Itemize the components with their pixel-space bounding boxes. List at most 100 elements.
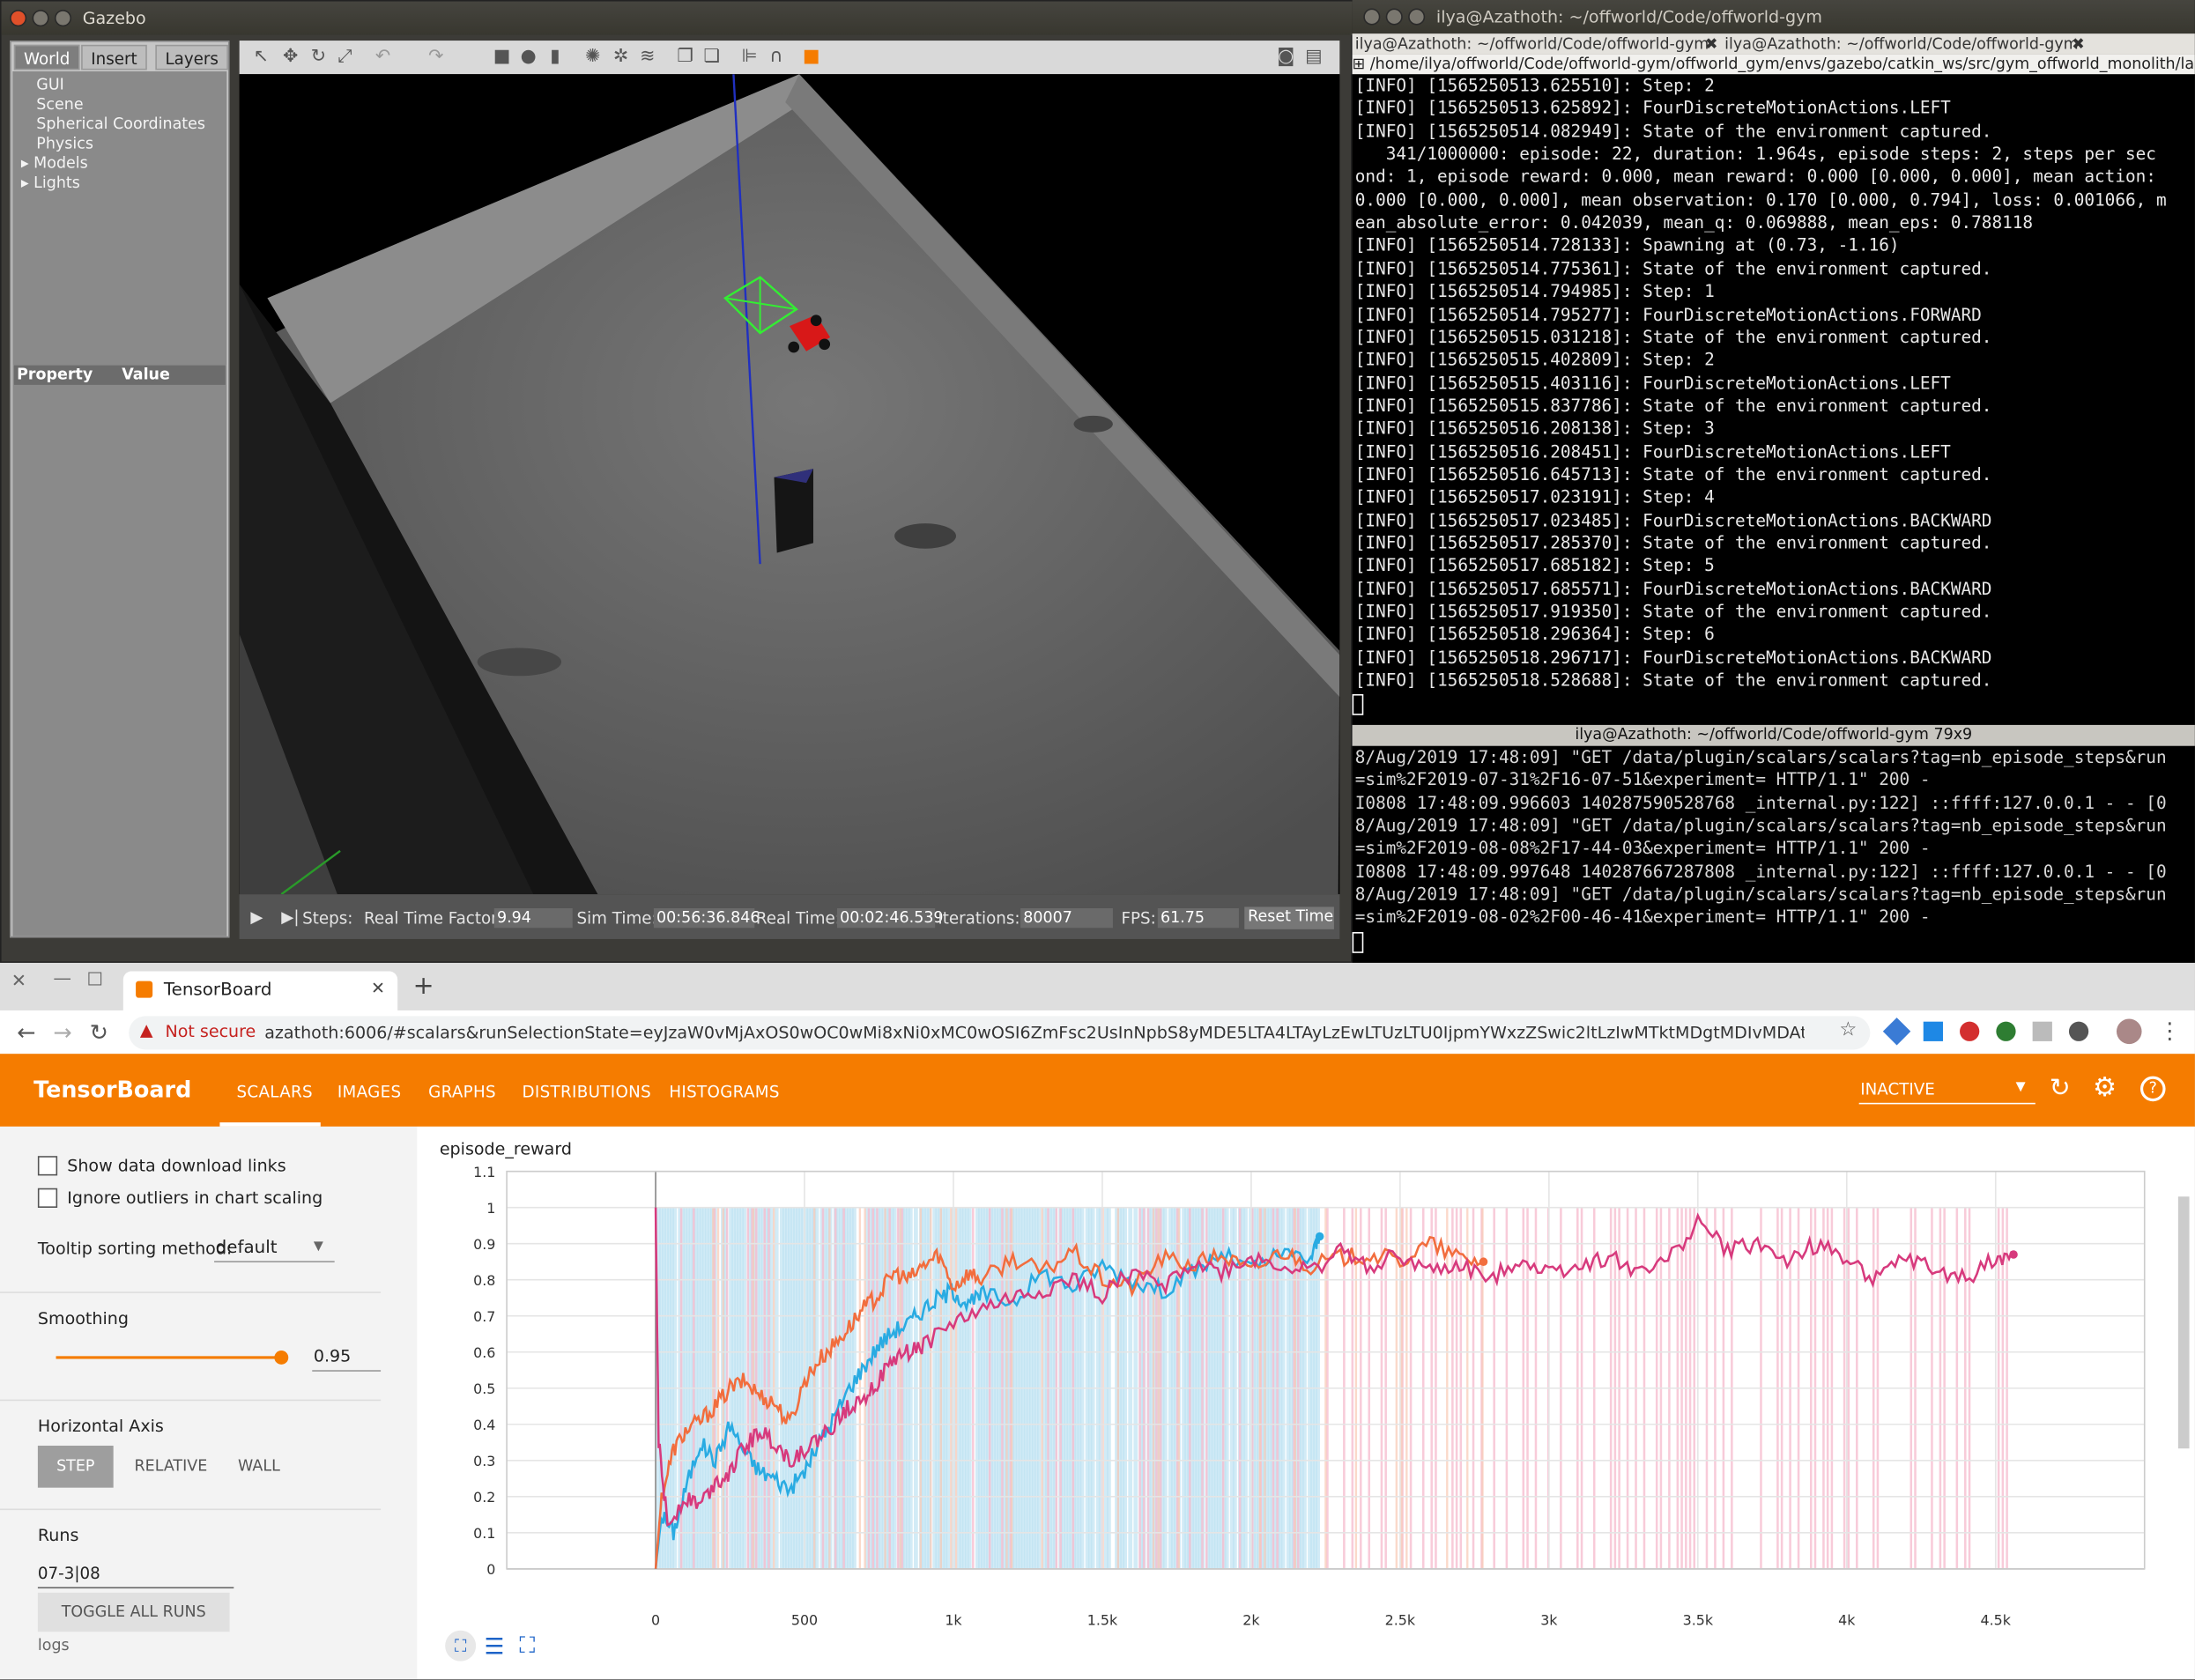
- haxis-step-button[interactable]: STEP: [37, 1446, 114, 1488]
- menu-icon[interactable]: ⋮: [2158, 1017, 2182, 1045]
- terminal-line: [INFO] [1565250517.685182]: Step: 5: [1354, 556, 1715, 576]
- close-icon[interactable]: ✕: [11, 971, 27, 993]
- redo-icon[interactable]: ↷: [428, 46, 444, 68]
- tab-graphs[interactable]: GRAPHS: [428, 1081, 496, 1102]
- step-icon[interactable]: ▶|: [281, 907, 300, 927]
- brand[interactable]: TensorBoard: [33, 1076, 192, 1103]
- runs-filter-input[interactable]: 07-3|08: [37, 1559, 234, 1589]
- tab-images[interactable]: IMAGES: [337, 1081, 402, 1102]
- inactive-dropdown[interactable]: INACTIVE ▼: [1858, 1079, 2036, 1105]
- snap-icon[interactable]: ∩: [769, 46, 783, 68]
- maximize-icon[interactable]: [1408, 8, 1426, 26]
- tooltip-select[interactable]: default ▼: [214, 1234, 335, 1262]
- translate-icon[interactable]: ✥: [282, 46, 299, 68]
- tab-layers[interactable]: Layers: [155, 44, 229, 70]
- tab-distributions[interactable]: DISTRIBUTIONS: [522, 1081, 652, 1102]
- terminal-line: ond: 1, episode reward: 0.000, mean rewa…: [1354, 167, 2156, 187]
- reset-time-button[interactable]: Reset Time: [1244, 907, 1334, 929]
- sphere-icon[interactable]: ●: [520, 46, 537, 68]
- scrollbar[interactable]: [2177, 1196, 2190, 1449]
- scale-icon[interactable]: ⤢: [337, 46, 352, 68]
- y-tick-label: 0.1: [473, 1525, 495, 1542]
- smoothing-slider[interactable]: [56, 1356, 286, 1359]
- play-icon[interactable]: ▶: [250, 907, 263, 927]
- new-tab-icon[interactable]: +: [412, 971, 434, 1001]
- terminal-cursor: [1352, 932, 1364, 953]
- terminal-output: [INFO] [1565250513.625510]: Step: 2 [INFO…: [1353, 74, 2195, 718]
- help-icon[interactable]: ?: [2139, 1076, 2166, 1102]
- extension-icon[interactable]: [1996, 1021, 2016, 1041]
- terminal-tab-1[interactable]: ilya@Azathoth: ~/offworld/Code/offworld-…: [1354, 34, 1709, 54]
- tree-item-spherical[interactable]: Spherical Coordinates: [36, 115, 205, 133]
- log-icon[interactable]: ▤: [1305, 46, 1323, 68]
- gear-icon[interactable]: ⚙: [2092, 1071, 2117, 1103]
- maximize-icon[interactable]: [54, 10, 72, 27]
- tree-item-physics[interactable]: Physics: [36, 134, 93, 153]
- tab-world[interactable]: World: [13, 44, 80, 70]
- forward-icon[interactable]: →: [53, 1018, 72, 1046]
- extension-icon[interactable]: [2032, 1021, 2052, 1041]
- address-bar[interactable]: ▲ Not secure azathoth:6006/#scalars&runS…: [129, 1016, 1871, 1050]
- list-icon[interactable]: ☰: [484, 1632, 505, 1661]
- spot-light-icon[interactable]: ✲: [612, 46, 629, 68]
- avatar[interactable]: [2116, 1018, 2142, 1045]
- bookmark-star-icon[interactable]: ☆: [1839, 1018, 1858, 1041]
- extension-icon[interactable]: [1960, 1021, 1980, 1041]
- tree-item-scene[interactable]: Scene: [36, 95, 84, 114]
- minimize-icon[interactable]: [32, 10, 49, 27]
- undo-icon[interactable]: ↶: [374, 46, 391, 68]
- tree-item-models[interactable]: ▸ Models: [21, 154, 88, 173]
- chevron-down-icon: ▼: [313, 1240, 323, 1254]
- maximize-icon[interactable]: ☐: [86, 969, 104, 991]
- y-tick-label: 0.2: [473, 1489, 495, 1506]
- close-icon[interactable]: [1363, 8, 1381, 26]
- align-icon[interactable]: ⊫: [741, 46, 758, 68]
- reload-icon[interactable]: ↻: [89, 1018, 108, 1046]
- rotate-icon[interactable]: ↻: [310, 46, 327, 68]
- show-links-checkbox[interactable]: [37, 1156, 58, 1176]
- back-icon[interactable]: ←: [17, 1018, 36, 1046]
- real-time-label: Real Time:: [755, 908, 841, 929]
- tab-insert[interactable]: Insert: [81, 44, 147, 70]
- tab-histograms[interactable]: HISTOGRAMS: [669, 1081, 780, 1102]
- episode-reward-chart[interactable]: 0 0.1 0.2 0.3 0.4 0.5 0.6 0.7 0.8 0.9 1 1.1 0 500 1k 1.…: [417, 1127, 2195, 1679]
- 3d-viewport[interactable]: [239, 74, 1340, 895]
- select-icon[interactable]: ↖: [253, 46, 269, 68]
- tree-item-lights[interactable]: ▸ Lights: [21, 174, 80, 192]
- close-icon[interactable]: [10, 10, 27, 27]
- expand-chart-icon[interactable]: ⛶: [519, 1632, 536, 1659]
- directional-light-icon[interactable]: ≋: [640, 46, 656, 68]
- minimize-icon[interactable]: [1385, 8, 1403, 26]
- close-icon[interactable]: ✖: [2072, 34, 2085, 54]
- view-angle-icon[interactable]: ■: [802, 46, 820, 68]
- box-icon[interactable]: ■: [493, 46, 511, 68]
- fit-domain-icon[interactable]: ⛶: [445, 1630, 477, 1661]
- extension-icon[interactable]: [1923, 1021, 1943, 1041]
- ignore-outliers-checkbox[interactable]: [37, 1188, 58, 1208]
- minimize-icon[interactable]: —: [53, 968, 72, 990]
- expand-icon[interactable]: ▸: [20, 173, 29, 192]
- close-tab-icon[interactable]: ✕: [370, 978, 385, 998]
- browser-tab[interactable]: TensorBoard ✕: [122, 971, 398, 1010]
- screenshot-icon[interactable]: ◙: [1277, 46, 1295, 68]
- terminal-window[interactable]: ilya@Azathoth: ~/offworld/Code/offworld-…: [1352, 0, 2195, 963]
- tree-item-gui[interactable]: GUI: [36, 75, 64, 94]
- haxis-relative-button[interactable]: RELATIVE: [134, 1456, 208, 1476]
- smoothing-input[interactable]: 0.95: [312, 1343, 382, 1372]
- smoothing-slider-handle[interactable]: [274, 1350, 289, 1365]
- expand-icon[interactable]: ▸: [20, 153, 29, 173]
- window-title: Gazebo: [82, 8, 146, 28]
- close-icon[interactable]: ✖: [1704, 34, 1718, 54]
- refresh-icon[interactable]: ↻: [2049, 1073, 2071, 1103]
- extension-icon[interactable]: [1882, 1018, 1911, 1046]
- haxis-wall-button[interactable]: WALL: [238, 1456, 280, 1476]
- copy-icon[interactable]: ❐: [677, 46, 693, 68]
- cylinder-icon[interactable]: ▮: [550, 46, 560, 68]
- terminal-tab-2[interactable]: ilya@Azathoth: ~/offworld/Code/offworld-…: [1724, 34, 2079, 54]
- right-wall: [785, 74, 1340, 698]
- toggle-all-runs-button[interactable]: TOGGLE ALL RUNS: [37, 1592, 230, 1632]
- tab-scalars[interactable]: SCALARS: [236, 1081, 313, 1102]
- point-light-icon[interactable]: ✺: [585, 46, 601, 68]
- paste-icon[interactable]: ❏: [703, 46, 721, 68]
- extension-icon[interactable]: [2068, 1021, 2089, 1041]
